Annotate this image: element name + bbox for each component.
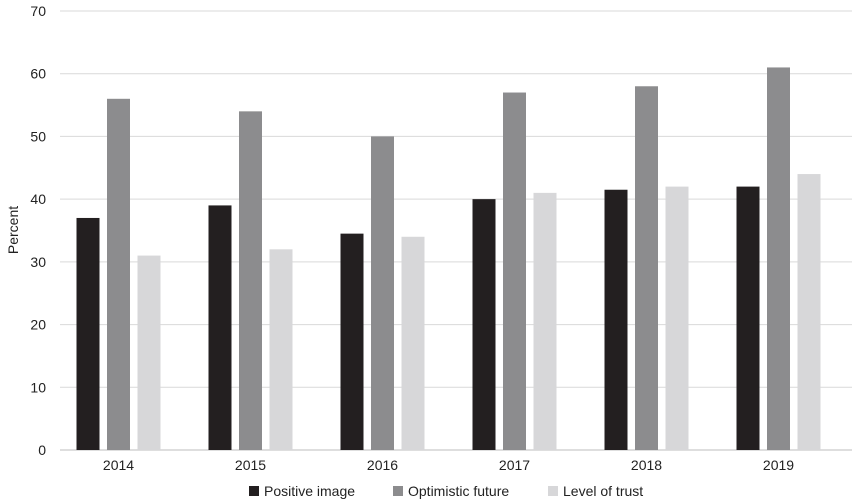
bar-optimistic-future-2019	[767, 67, 790, 450]
bar-optimistic-future-2014	[107, 98, 130, 451]
bar-positive-image-2016	[340, 233, 364, 450]
bar-positive-image-2019	[736, 186, 760, 450]
y-tick-label: 0	[38, 442, 46, 458]
y-tick-label: 70	[30, 3, 46, 19]
bar-level-of-trust-2018	[665, 186, 689, 450]
legend-label: Optimistic future	[408, 483, 509, 499]
bar-level-of-trust-2014	[137, 255, 161, 450]
legend-swatch	[548, 486, 558, 496]
bar-level-of-trust-2017	[533, 192, 557, 450]
bar-level-of-trust-2016	[401, 236, 425, 450]
y-tick-label: 10	[30, 379, 46, 395]
y-tick-labels: 0 10 20 30 40 50 60 70	[30, 3, 46, 458]
bar-positive-image-2017	[472, 199, 496, 450]
legend-label: Positive image	[264, 483, 355, 499]
legend-item-optimistic-future: Optimistic future	[393, 483, 509, 499]
bar-positive-image-2015	[208, 205, 232, 450]
y-axis-title: Percent	[5, 206, 21, 254]
y-tick-label: 60	[30, 66, 46, 82]
y-tick-label: 50	[30, 128, 46, 144]
y-tick-label: 20	[30, 317, 46, 333]
legend-swatch	[393, 486, 403, 496]
x-tick-label: 2016	[367, 457, 398, 473]
legend-label: Level of trust	[563, 483, 643, 499]
bar-optimistic-future-2016	[371, 136, 394, 450]
legend-item-positive-image: Positive image	[249, 483, 355, 499]
bar-level-of-trust-2015	[269, 249, 293, 450]
gridlines	[60, 10, 852, 451]
x-tick-label: 2014	[103, 457, 134, 473]
x-tick-labels: 2014 2015 2016 2017 2018 2019	[103, 457, 794, 473]
x-tick-label: 2017	[499, 457, 530, 473]
x-tick-label: 2015	[235, 457, 266, 473]
y-tick-label: 40	[30, 191, 46, 207]
bar-positive-image-2018	[604, 189, 628, 450]
x-tick-label: 2018	[631, 457, 662, 473]
bar-level-of-trust-2019	[797, 174, 821, 451]
bar-optimistic-future-2018	[635, 86, 658, 450]
legend-swatch	[249, 486, 259, 496]
bars	[76, 67, 821, 451]
bar-optimistic-future-2015	[239, 111, 262, 450]
y-tick-label: 30	[30, 254, 46, 270]
legend: Positive image Optimistic future Level of …	[249, 483, 643, 499]
bar-positive-image-2014	[76, 217, 100, 450]
x-tick-label: 2019	[763, 457, 794, 473]
legend-item-level-of-trust: Level of trust	[548, 483, 643, 499]
bar-optimistic-future-2017	[503, 92, 526, 451]
